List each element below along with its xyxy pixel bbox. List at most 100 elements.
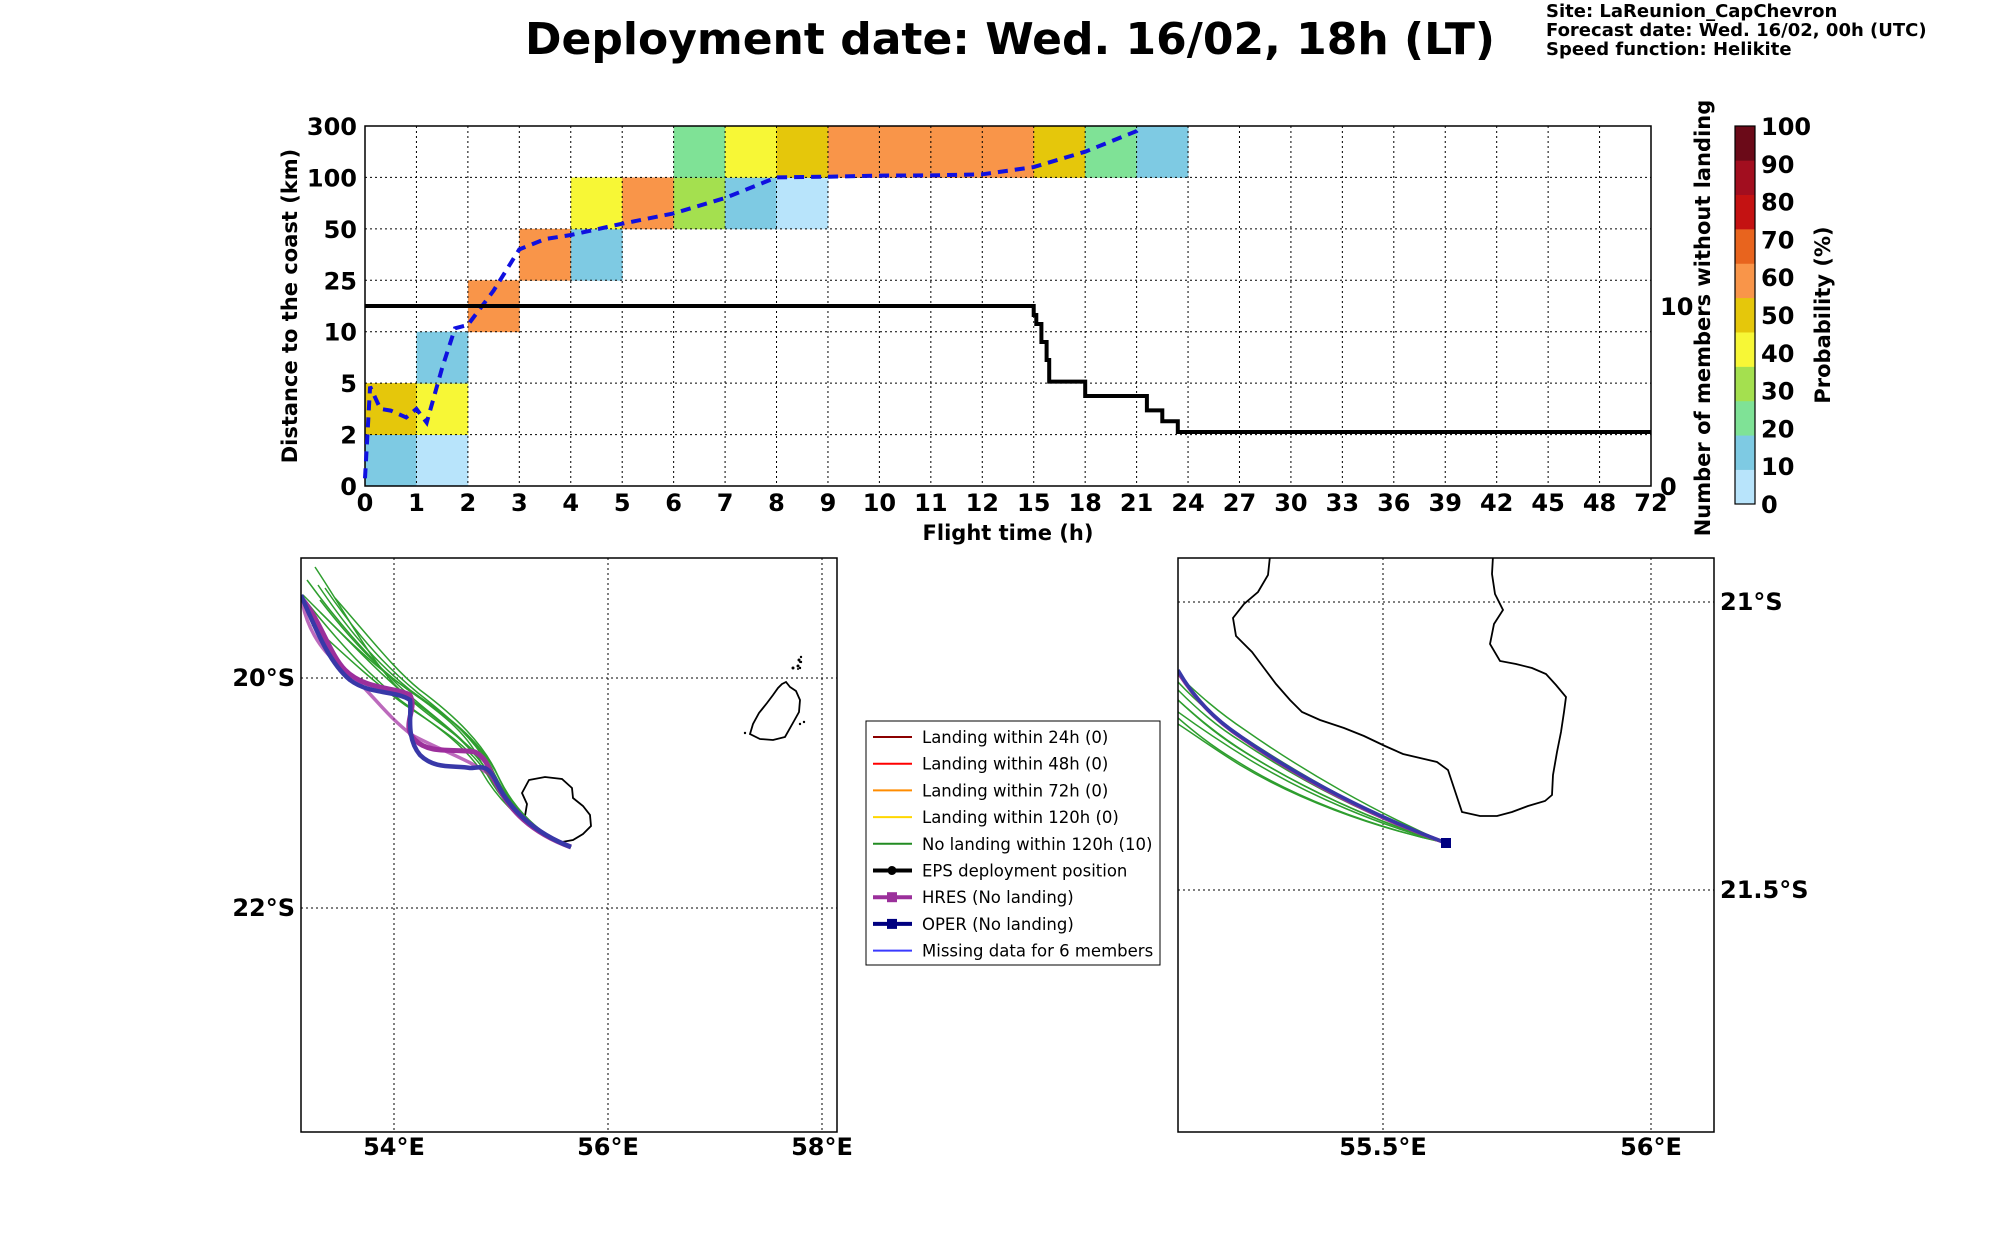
legend-label: Landing within 24h (0) xyxy=(922,728,1108,747)
y-tick-label: 0 xyxy=(340,473,357,501)
y-tick-label: 10 xyxy=(324,319,357,347)
hres-track-zoom xyxy=(1178,670,1447,845)
colorbar-swatch xyxy=(1735,297,1755,333)
x-tick-label: 1 xyxy=(408,489,425,517)
colorbar-tick-label: 70 xyxy=(1761,226,1794,254)
ensemble-member-track-zoom xyxy=(1178,674,1447,844)
colorbar-tick-label: 0 xyxy=(1761,491,1778,519)
y-tick-label: 100 xyxy=(307,164,357,192)
map1-lon-58: 58°E xyxy=(791,1133,853,1161)
colorbar-swatch xyxy=(1735,229,1755,264)
colorbar-tick-label: 30 xyxy=(1761,378,1794,406)
map1-gridlines xyxy=(301,558,837,1132)
median-distance-line xyxy=(363,124,1144,479)
x-tick-label: 4 xyxy=(562,489,579,517)
map2-lat-21: 21°S xyxy=(1720,588,1783,616)
top-chart-ticks: 0 1 2 3 4 5 6 7 8 9 10 11 12 15 18 21 24 27 30 33 36 39 42 45 48… xyxy=(307,113,1694,517)
map2-gridlines xyxy=(1178,558,1714,1132)
probability-cell xyxy=(416,331,469,384)
map1-lat-22: 22°S xyxy=(232,894,295,922)
x-tick-label: 6 xyxy=(665,489,682,517)
colorbar-tick-label: 60 xyxy=(1761,264,1794,292)
legend-label: Missing data for 6 members xyxy=(922,942,1153,961)
probability-cell xyxy=(982,126,1035,178)
regional-trajectory-map: 20°S 22°S 54°E 56°E 58°E xyxy=(232,557,853,1161)
x-tick-label: 2 xyxy=(460,489,477,517)
x-tick-label: 21 xyxy=(1120,489,1153,517)
map2-lon-56: 56°E xyxy=(1620,1133,1682,1161)
map2-frame xyxy=(1177,557,1715,1133)
probability-cell xyxy=(930,126,983,178)
probability-cell xyxy=(622,177,675,230)
x-tick-label: 39 xyxy=(1429,489,1462,517)
x-tick-label: 36 xyxy=(1377,489,1410,517)
ensemble-member-track xyxy=(311,624,572,848)
zoomed-trajectory-map: 21°S 21.5°S 55.5°E 56°E xyxy=(1177,557,1809,1161)
colorbar-swatch xyxy=(1735,263,1755,299)
ensemble-member-track-zoom xyxy=(1178,699,1447,844)
colorbar-swatch xyxy=(1735,435,1755,470)
legend-frame xyxy=(865,720,1161,966)
hres-track xyxy=(301,598,572,850)
x-tick-label: 12 xyxy=(966,489,999,517)
x-axis-label: Flight time (h) xyxy=(923,521,1094,545)
oper-track xyxy=(301,594,572,850)
colorbar-tick-label: 40 xyxy=(1761,340,1794,368)
probability-cell xyxy=(776,177,829,230)
y-tick-label: 5 xyxy=(340,370,357,398)
forecast-info: Site: LaReunion_CapChevron Forecast date… xyxy=(1546,2,1927,59)
colorbar-swatch xyxy=(1735,160,1755,196)
y2-tick-label: 10 xyxy=(1660,293,1693,321)
x-tick-label: 42 xyxy=(1480,489,1513,517)
y-tick-label: 300 xyxy=(307,113,357,141)
x-tick-label: 45 xyxy=(1531,489,1564,517)
x-tick-label: 0 xyxy=(357,489,374,517)
trajectory-tracks xyxy=(301,566,572,850)
probability-cell xyxy=(570,228,623,281)
map2-lon-55-5: 55.5°E xyxy=(1339,1133,1427,1161)
legend-square-marker xyxy=(887,892,897,903)
x-tick-label: 7 xyxy=(717,489,734,517)
colorbar-tick-label: 50 xyxy=(1761,302,1794,330)
islet-marks xyxy=(743,655,806,735)
colorbar-tick-label: 10 xyxy=(1761,453,1794,481)
map1-frame xyxy=(300,557,838,1133)
colorbar-tick-label: 90 xyxy=(1761,151,1794,179)
x-tick-label: 18 xyxy=(1068,489,1101,517)
forecast-date-label: Forecast date: Wed. 16/02, 00h (UTC) xyxy=(1546,20,1927,41)
x-tick-label: 11 xyxy=(914,489,947,517)
legend-square-marker xyxy=(887,918,897,929)
ensemble-member-track xyxy=(324,587,572,848)
colorbar-tick-label: 20 xyxy=(1761,415,1794,443)
probability-cell xyxy=(570,177,623,230)
probability-cell xyxy=(725,126,777,178)
x-tick-label: 5 xyxy=(614,489,631,517)
ensemble-member-track-zoom xyxy=(1178,689,1447,844)
y2-axis-label: Number of members without landing xyxy=(1691,100,1715,537)
map1-lon-56: 56°E xyxy=(577,1133,639,1161)
site-label: Site: LaReunion_CapChevron xyxy=(1546,1,1838,22)
probability-cell xyxy=(879,126,932,178)
top-chart-series xyxy=(363,124,1651,479)
ensemble-member-track xyxy=(314,566,572,848)
x-tick-label: 9 xyxy=(820,489,837,517)
probability-cell xyxy=(776,126,829,178)
legend-label: Landing within 120h (0) xyxy=(922,808,1119,827)
colorbar-swatch xyxy=(1735,366,1755,402)
probability-cell xyxy=(1136,126,1189,178)
ensemble-member-track-zoom xyxy=(1178,681,1447,844)
x-tick-label: 8 xyxy=(768,489,785,517)
probability-cell xyxy=(1033,126,1086,178)
y-axis-label: Distance to the coast (km) xyxy=(278,149,302,464)
probability-cell xyxy=(416,383,469,435)
map1-lat-20: 20°S xyxy=(232,664,295,692)
ensemble-member-track xyxy=(319,611,572,848)
probability-cell xyxy=(416,434,469,487)
legend-label: No landing within 120h (10) xyxy=(922,835,1152,854)
y2-tick-label: 0 xyxy=(1660,473,1677,501)
ensemble-member-track-zoom xyxy=(1178,723,1447,844)
probability-cell xyxy=(673,126,726,178)
colorbar-swatch xyxy=(1735,469,1755,505)
colorbar-tick-label: 80 xyxy=(1761,189,1794,217)
